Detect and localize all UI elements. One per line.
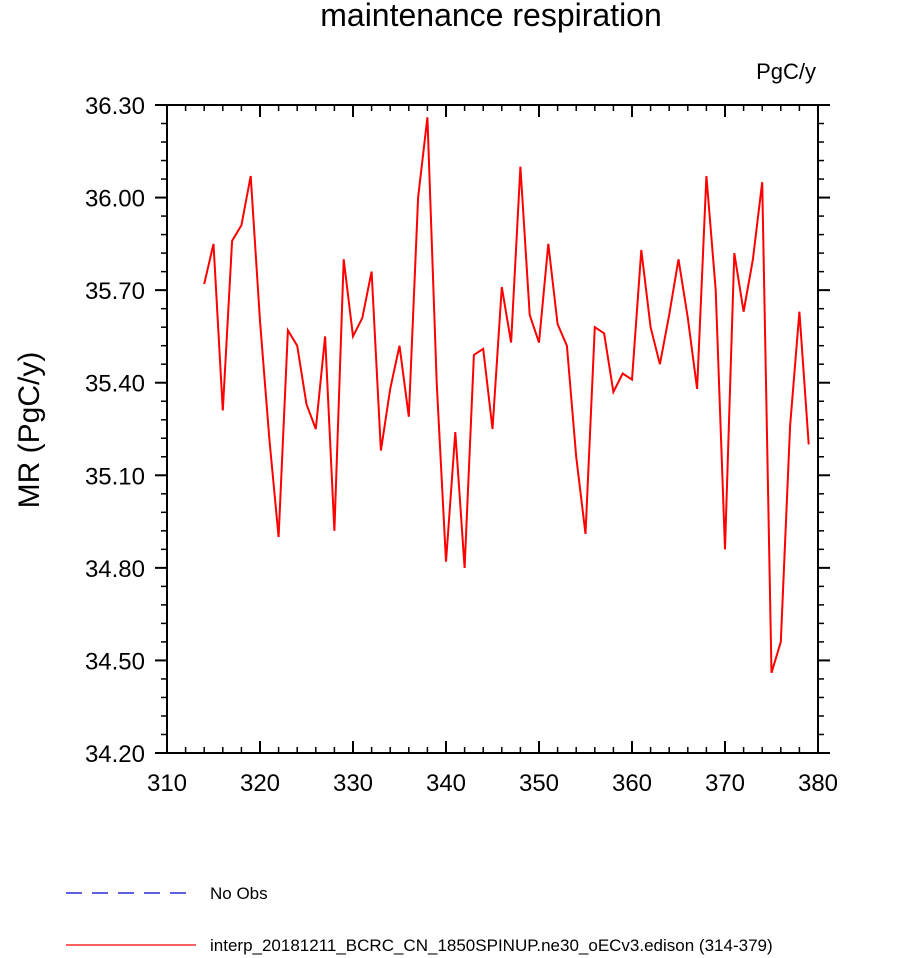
legend-label: interp_20181211_BCRC_CN_1850SPINUP.ne30_…	[210, 936, 773, 955]
x-tick-label: 310	[147, 770, 187, 797]
series-line	[203, 117, 810, 674]
plot-frame	[166, 104, 819, 754]
series-group	[203, 117, 810, 674]
y-tick-label: 35.40	[85, 371, 145, 398]
legend: No Obs interp_20181211_BCRC_CN_1850SPINUP…	[66, 884, 773, 955]
y-tick-label: 35.70	[85, 278, 145, 305]
y-tick-label: 35.10	[85, 463, 145, 490]
y-axis-label: MR (PgC/y)	[13, 352, 46, 509]
x-tick-label: 320	[240, 770, 280, 797]
units-label: PgC/y	[756, 59, 816, 84]
axis-ticks: 310 320 330 340 350 360 370 380 34.20 34.50 34.80 3…	[85, 93, 838, 797]
x-tick-label: 370	[705, 770, 745, 797]
x-tick-label: 380	[798, 770, 838, 797]
legend-label: No Obs	[210, 884, 268, 903]
y-tick-label: 36.30	[85, 93, 145, 120]
y-tick-label: 34.80	[85, 556, 145, 583]
x-tick-label: 330	[333, 770, 373, 797]
y-tick-label: 34.20	[85, 741, 145, 768]
x-tick-label: 350	[519, 770, 559, 797]
y-tick-label: 34.50	[85, 648, 145, 675]
chart-title: maintenance respiration	[320, 0, 662, 33]
y-tick-label: 36.00	[85, 186, 145, 213]
x-tick-label: 340	[426, 770, 466, 797]
x-tick-label: 360	[612, 770, 652, 797]
